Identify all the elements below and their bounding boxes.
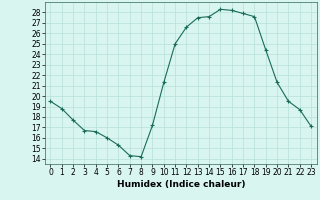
X-axis label: Humidex (Indice chaleur): Humidex (Indice chaleur) — [116, 180, 245, 189]
